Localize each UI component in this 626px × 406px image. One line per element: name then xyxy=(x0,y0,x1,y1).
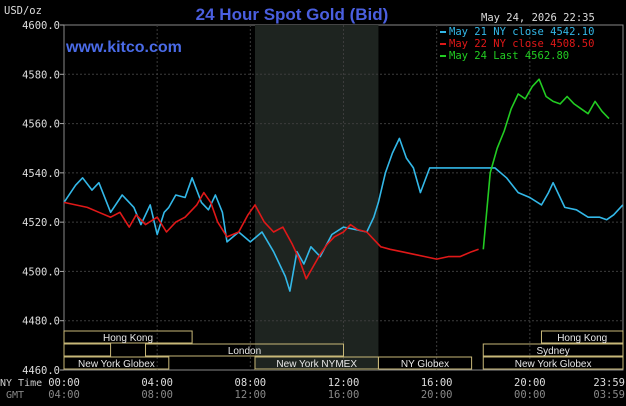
x-tick-labels: 00:0004:0004:0008:0008:0012:0012:0016:00… xyxy=(48,377,625,401)
legend-swatch xyxy=(440,31,446,33)
y-tick-labels: 4460.0 4480.0 4500.0 4520.0 4540.0 4560.0 4580… xyxy=(22,20,64,377)
x-tick-label-ny: 12:00 xyxy=(328,377,360,389)
x-tick-label-gmt: 03:59 xyxy=(593,389,625,401)
session-box xyxy=(63,356,170,370)
y-tick-label: 4460.0 xyxy=(22,365,60,377)
session-box xyxy=(482,356,624,370)
nymex-session-shading xyxy=(254,25,379,370)
x-tick-label-gmt: 00:00 xyxy=(514,389,546,401)
y-tick-label: 4560.0 xyxy=(22,119,60,131)
gmt-label: GMT xyxy=(6,390,24,401)
x-tick-label-ny: 08:00 xyxy=(235,377,267,389)
session-box xyxy=(540,330,624,344)
legend-label: May 22 NY close 4508.50 xyxy=(449,38,594,50)
y-tick-label: 4500.0 xyxy=(22,266,60,278)
session-box xyxy=(482,343,624,357)
chart-datetime: May 24, 2026 22:35 xyxy=(481,12,595,24)
ny-time-label: NY Time xyxy=(0,378,42,389)
legend-value: 4562.80 xyxy=(525,50,569,62)
website-label: www.kitco.com xyxy=(65,39,182,56)
legend-value: 4508.50 xyxy=(550,38,594,50)
series-line xyxy=(63,191,479,280)
session-label: Hong Kong xyxy=(103,333,153,344)
x-tick-label-gmt: 04:00 xyxy=(48,389,80,401)
session-box xyxy=(63,343,112,357)
series-line xyxy=(482,78,610,250)
legend-swatch xyxy=(440,43,446,45)
legend-label: May 21 NY close 4542.10 xyxy=(449,26,594,38)
x-tick-label-gmt: 08:00 xyxy=(141,389,173,401)
x-tick-label-gmt: 20:00 xyxy=(421,389,453,401)
x-tick-label-ny: 20:00 xyxy=(514,377,546,389)
y-tick-label: 4540.0 xyxy=(22,168,60,180)
session-label: New York Globex xyxy=(78,359,155,370)
legend-swatch xyxy=(440,55,446,57)
x-tick-label-ny: 16:00 xyxy=(421,377,453,389)
x-tick-label-ny: 23:59 xyxy=(593,377,625,389)
session-label: New York Globex xyxy=(515,359,592,370)
series-lines xyxy=(63,78,624,292)
y-tick-label: 4520.0 xyxy=(22,217,60,229)
session-label: Hong Kong xyxy=(557,333,607,344)
y-tick-label: 4480.0 xyxy=(22,316,60,328)
y-unit-label: USD/oz xyxy=(4,5,42,17)
x-tick-label-gmt: 16:00 xyxy=(328,389,360,401)
y-tick-label: 4600.0 xyxy=(22,20,60,32)
session-label: London xyxy=(228,346,261,357)
market-sessions: Hong Kong Hong Kong London Sydney New York G… xyxy=(63,330,624,370)
x-tick-label-ny: 04:00 xyxy=(141,377,173,389)
session-label: NY Globex xyxy=(401,359,449,370)
x-tick-label-ny: 00:00 xyxy=(48,377,80,389)
y-tick-label: 4580.0 xyxy=(22,69,60,81)
x-tick-label-gmt: 12:00 xyxy=(235,389,267,401)
gridlines xyxy=(64,25,623,370)
legend-label: May 24 Last 4562.80 xyxy=(449,50,569,62)
session-label: Sydney xyxy=(536,346,569,357)
session-box xyxy=(63,330,193,344)
session-box xyxy=(377,356,473,370)
session-box xyxy=(145,343,344,357)
chart-title: 24 Hour Spot Gold (Bid) xyxy=(196,5,389,24)
legend-value: 4542.10 xyxy=(550,26,594,38)
session-label: New York NYMEX xyxy=(276,359,357,370)
